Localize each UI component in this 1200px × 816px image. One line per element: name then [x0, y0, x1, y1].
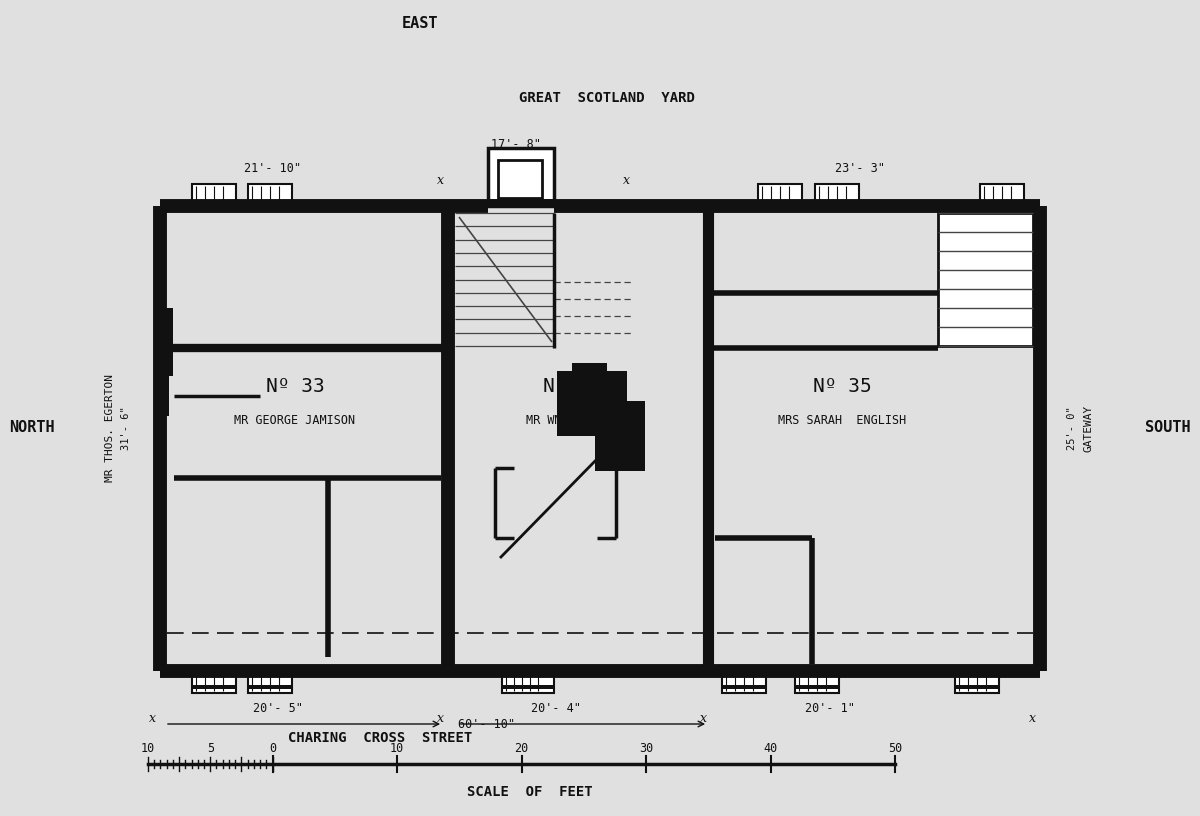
- Text: Nº 35: Nº 35: [812, 376, 871, 396]
- Text: 20'- 5": 20'- 5": [253, 702, 302, 715]
- Text: x: x: [437, 712, 444, 725]
- Bar: [616, 401, 646, 441]
- Bar: [248, 671, 292, 693]
- Text: SCALE  OF  FEET: SCALE OF FEET: [467, 785, 593, 799]
- Text: 21'- 10": 21'- 10": [244, 162, 300, 175]
- Bar: [155, 372, 169, 416]
- Bar: [938, 213, 1033, 346]
- Bar: [155, 308, 173, 376]
- Text: 20'- 4": 20'- 4": [532, 702, 581, 715]
- Text: 10: 10: [390, 742, 404, 755]
- Text: Nº 33: Nº 33: [265, 376, 324, 396]
- Bar: [595, 429, 646, 471]
- Bar: [758, 184, 802, 206]
- Bar: [796, 671, 839, 693]
- Text: 50: 50: [888, 742, 902, 755]
- Bar: [248, 685, 292, 689]
- Bar: [192, 184, 236, 206]
- Text: x: x: [149, 712, 156, 725]
- Text: CHARING  CROSS  STREET: CHARING CROSS STREET: [288, 731, 472, 745]
- Bar: [192, 202, 236, 206]
- Text: 20'- 1": 20'- 1": [805, 702, 854, 715]
- Text: NORTH: NORTH: [10, 420, 55, 436]
- Bar: [192, 685, 236, 689]
- Text: 31'- 6": 31'- 6": [121, 406, 131, 450]
- Bar: [815, 184, 859, 206]
- Text: GATEWAY: GATEWAY: [1084, 405, 1093, 451]
- Text: 17'- 8": 17'- 8": [491, 138, 541, 150]
- Bar: [758, 202, 802, 206]
- Text: GREAT  SCOTLAND  YARD: GREAT SCOTLAND YARD: [520, 91, 695, 105]
- Text: MR WM MALCOLM: MR WM MALCOLM: [526, 415, 618, 428]
- Text: 0: 0: [269, 742, 276, 755]
- Text: Nº 34: Nº 34: [542, 376, 601, 396]
- Text: x: x: [1028, 712, 1036, 725]
- Bar: [722, 671, 766, 693]
- Bar: [722, 685, 766, 689]
- Text: MRS SARAH  ENGLISH: MRS SARAH ENGLISH: [778, 415, 906, 428]
- Bar: [955, 671, 998, 693]
- Text: x: x: [700, 712, 707, 725]
- Bar: [488, 199, 554, 206]
- Text: 40: 40: [763, 742, 778, 755]
- Text: EAST: EAST: [402, 16, 438, 32]
- Bar: [796, 685, 839, 689]
- Text: x: x: [437, 175, 444, 188]
- Bar: [980, 202, 1024, 206]
- Bar: [498, 160, 542, 198]
- Text: 25'- 0": 25'- 0": [1067, 406, 1078, 450]
- Bar: [192, 671, 236, 693]
- Text: 30: 30: [638, 742, 653, 755]
- Bar: [815, 202, 859, 206]
- Text: 60'- 10": 60'- 10": [457, 717, 515, 730]
- Text: 10: 10: [140, 742, 155, 755]
- Bar: [572, 363, 607, 408]
- Bar: [248, 202, 292, 206]
- Text: MR THOS. EGERTON: MR THOS. EGERTON: [106, 374, 115, 482]
- Bar: [557, 371, 628, 436]
- Bar: [488, 148, 554, 206]
- Text: SOUTH: SOUTH: [1145, 420, 1190, 436]
- Bar: [955, 685, 998, 689]
- Text: MR GEORGE JAMISON: MR GEORGE JAMISON: [234, 415, 355, 428]
- Bar: [502, 671, 554, 693]
- Text: 5: 5: [206, 742, 214, 755]
- Text: 23'- 3": 23'- 3": [835, 162, 884, 175]
- Text: 20: 20: [515, 742, 529, 755]
- Bar: [248, 184, 292, 206]
- Bar: [980, 184, 1024, 206]
- Bar: [502, 685, 554, 689]
- Text: x: x: [623, 175, 630, 188]
